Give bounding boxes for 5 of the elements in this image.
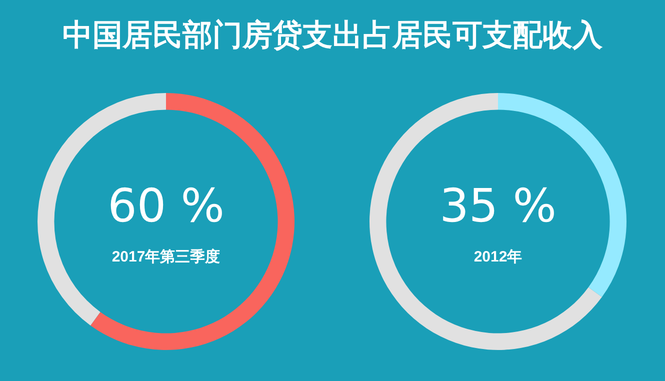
chart-title: 中国居民部门房贷支出占居民可支配收入 — [62, 17, 604, 55]
text: 2017年第三季度 — [112, 248, 220, 266]
data-label: 35 % — [440, 178, 556, 232]
text: 2012年 — [474, 248, 522, 266]
data-label: 60 % — [108, 178, 224, 232]
